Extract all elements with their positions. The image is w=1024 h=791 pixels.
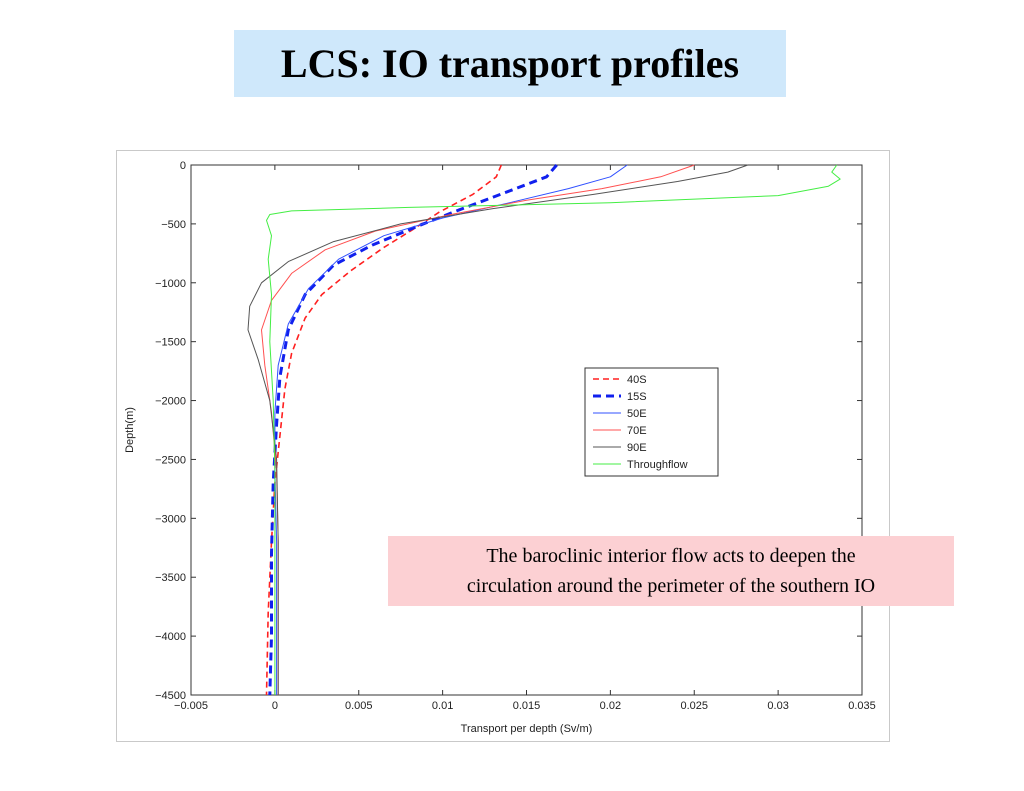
- legend-label: 15S: [627, 391, 647, 403]
- x-tick-label: 0: [272, 700, 278, 712]
- y-tick-label: −500: [161, 219, 186, 231]
- x-tick-label: 0.03: [767, 700, 788, 712]
- y-tick-label: −2500: [155, 454, 186, 466]
- y-tick-label: 0: [180, 160, 186, 172]
- legend-label: 70E: [627, 425, 647, 437]
- x-tick-label: 0.015: [513, 700, 541, 712]
- x-tick-label: 0.035: [848, 700, 876, 712]
- y-tick-label: −3500: [155, 572, 186, 584]
- y-tick-label: −1500: [155, 337, 186, 349]
- slide-title: LCS: IO transport profiles: [234, 30, 786, 97]
- x-tick-label: 0.005: [345, 700, 373, 712]
- annotation-line-1: The baroclinic interior flow acts to dee…: [486, 545, 856, 567]
- series-lines: [247, 164, 841, 696]
- x-tick-label: −0.005: [174, 700, 208, 712]
- legend: 40S 15S 50E 70E 90E Throughflow: [584, 367, 719, 477]
- y-tick-label: −1000: [155, 278, 186, 290]
- chart-figure: −0.005 0 0.005 0.01 0.015 0.02 0.025 0.03 0.035 0…: [116, 150, 890, 742]
- plot-frame: [190, 164, 863, 696]
- axis-ticks: −0.005 0 0.005 0.01 0.015 0.02 0.025 0.03 0.035 0…: [155, 160, 876, 712]
- slide-title-text: LCS: IO transport profiles: [280, 41, 740, 86]
- x-tick-label: 0.02: [600, 700, 621, 712]
- y-axis-label: Depth(m): [124, 407, 136, 453]
- annotation-box: The baroclinic interior flow acts to dee…: [388, 536, 954, 606]
- y-tick-label: −4500: [155, 690, 186, 702]
- series-line-throughflow: [266, 164, 841, 695]
- legend-label: 90E: [627, 442, 647, 454]
- legend-box: [584, 367, 719, 477]
- legend-label: 40S: [627, 374, 647, 386]
- plot-area: [190, 164, 863, 696]
- y-tick-label: −4000: [155, 631, 186, 643]
- y-tick-label: −3000: [155, 513, 186, 525]
- annotation-line-2: circulation around the perimeter of the …: [466, 575, 876, 597]
- x-tick-label: 0.025: [680, 700, 708, 712]
- legend-label: Throughflow: [627, 459, 688, 471]
- x-tick-label: 0.01: [432, 700, 453, 712]
- legend-label: 50E: [627, 408, 647, 420]
- line-chart: −0.005 0 0.005 0.01 0.015 0.02 0.025 0.03 0.035 0…: [124, 160, 876, 735]
- series-line-90e: [247, 164, 749, 695]
- x-axis-label: Transport per depth (Sv/m): [461, 723, 593, 735]
- y-tick-label: −2000: [155, 396, 186, 408]
